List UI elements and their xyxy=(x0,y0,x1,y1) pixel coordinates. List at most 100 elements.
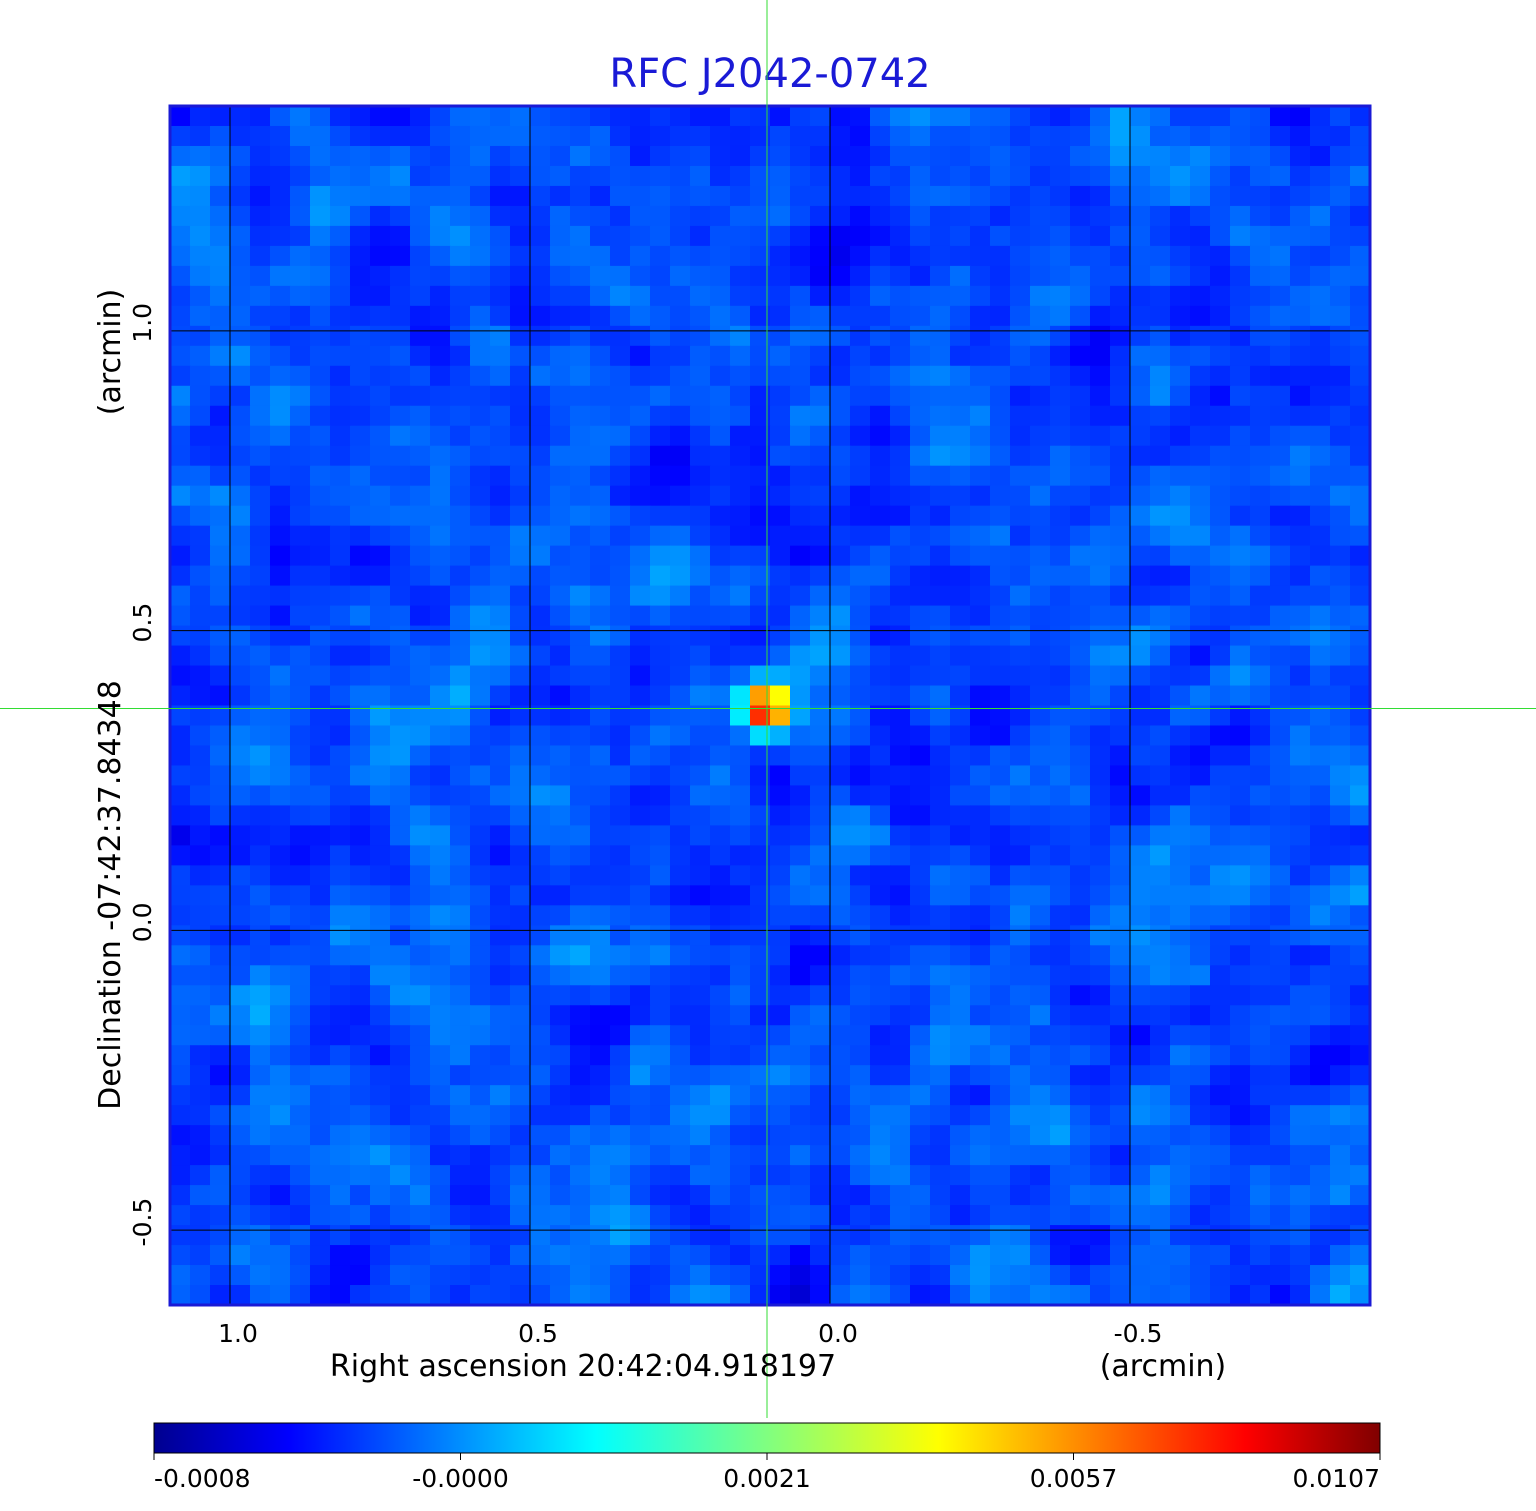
map-pixel xyxy=(570,225,591,247)
map-pixel xyxy=(730,1225,751,1246)
map-pixel xyxy=(1350,745,1371,767)
map-pixel xyxy=(1310,905,1331,926)
map-pixel xyxy=(730,545,751,567)
map-pixel xyxy=(190,725,211,747)
map-pixel xyxy=(1210,865,1231,886)
map-pixel xyxy=(970,545,991,567)
map-pixel xyxy=(1130,905,1151,926)
map-pixel xyxy=(770,765,791,787)
map-pixel xyxy=(470,1045,491,1066)
map-pixel xyxy=(370,1165,391,1186)
map-pixel xyxy=(1170,745,1191,767)
map-pixel xyxy=(470,825,491,846)
map-pixel xyxy=(310,1005,331,1026)
map-pixel xyxy=(550,905,571,926)
map-pixel xyxy=(1270,945,1291,966)
map-pixel xyxy=(930,925,951,946)
map-pixel xyxy=(1110,1205,1131,1226)
map-pixel xyxy=(930,265,951,287)
map-pixel xyxy=(690,565,711,587)
map-pixel xyxy=(1190,785,1211,807)
map-pixel xyxy=(230,545,251,567)
map-pixel xyxy=(250,985,271,1006)
map-pixel xyxy=(510,1185,531,1206)
map-pixel xyxy=(990,705,1011,727)
map-pixel xyxy=(510,665,531,687)
map-pixel xyxy=(370,1145,391,1166)
map-pixel xyxy=(1110,1265,1131,1286)
map-pixel xyxy=(790,305,811,327)
map-pixel xyxy=(450,685,471,707)
map-pixel xyxy=(450,1105,471,1126)
map-pixel xyxy=(210,325,231,347)
map-pixel xyxy=(1130,565,1151,587)
map-pixel xyxy=(1270,325,1291,347)
map-pixel xyxy=(290,106,311,127)
map-pixel xyxy=(710,1125,731,1146)
map-pixel xyxy=(670,645,691,667)
map-pixel xyxy=(1130,405,1151,427)
map-pixel xyxy=(190,285,211,307)
map-pixel xyxy=(1050,645,1071,667)
map-pixel xyxy=(1130,205,1151,227)
map-pixel xyxy=(1330,645,1351,667)
map-pixel xyxy=(1230,645,1251,667)
map-pixel xyxy=(570,805,591,826)
map-pixel xyxy=(830,925,851,946)
map-pixel xyxy=(1210,965,1231,986)
map-pixel xyxy=(1310,1085,1331,1106)
map-pixel xyxy=(290,365,311,387)
map-pixel xyxy=(190,985,211,1006)
map-pixel xyxy=(490,106,511,127)
map-pixel xyxy=(1010,805,1031,826)
map-pixel xyxy=(1190,305,1211,327)
map-pixel xyxy=(630,985,651,1006)
map-pixel xyxy=(1350,825,1371,846)
map-pixel xyxy=(750,985,771,1006)
map-pixel xyxy=(250,565,271,587)
map-pixel xyxy=(950,545,971,567)
map-pixel xyxy=(470,885,491,906)
map-pixel xyxy=(450,405,471,427)
map-pixel xyxy=(1010,125,1031,147)
map-pixel xyxy=(390,785,411,807)
map-pixel xyxy=(1270,1025,1291,1046)
map-pixel xyxy=(330,865,351,886)
map-pixel xyxy=(450,765,471,787)
map-pixel xyxy=(1310,1265,1331,1286)
map-pixel xyxy=(190,1065,211,1086)
map-pixel xyxy=(550,785,571,807)
map-pixel xyxy=(970,445,991,467)
map-pixel xyxy=(310,1205,331,1226)
map-pixel xyxy=(190,1045,211,1066)
map-pixel xyxy=(1130,1265,1151,1286)
map-pixel xyxy=(190,245,211,267)
map-pixel xyxy=(1290,445,1311,467)
map-pixel xyxy=(330,1025,351,1046)
map-pixel xyxy=(590,385,611,407)
map-pixel xyxy=(1010,605,1031,627)
map-pixel xyxy=(950,825,971,846)
map-pixel xyxy=(1030,1025,1051,1046)
map-pixel xyxy=(450,1005,471,1026)
map-pixel xyxy=(1130,1245,1151,1266)
map-pixel xyxy=(1290,1225,1311,1246)
map-pixel xyxy=(1230,945,1251,966)
map-pixel xyxy=(770,1125,791,1146)
map-pixel xyxy=(1030,1225,1051,1246)
map-pixel xyxy=(1010,1145,1031,1166)
map-pixel xyxy=(590,945,611,966)
map-pixel xyxy=(430,205,451,227)
map-pixel xyxy=(1070,945,1091,966)
map-pixel xyxy=(770,285,791,307)
map-pixel xyxy=(710,205,731,227)
map-pixel xyxy=(890,145,911,167)
map-pixel xyxy=(290,125,311,147)
map-pixel xyxy=(870,225,891,247)
map-pixel xyxy=(210,645,231,667)
map-pixel xyxy=(450,205,471,227)
map-pixel xyxy=(1250,1065,1271,1086)
map-pixel xyxy=(1030,1145,1051,1166)
map-pixel xyxy=(310,165,331,187)
map-pixel xyxy=(1130,985,1151,1006)
